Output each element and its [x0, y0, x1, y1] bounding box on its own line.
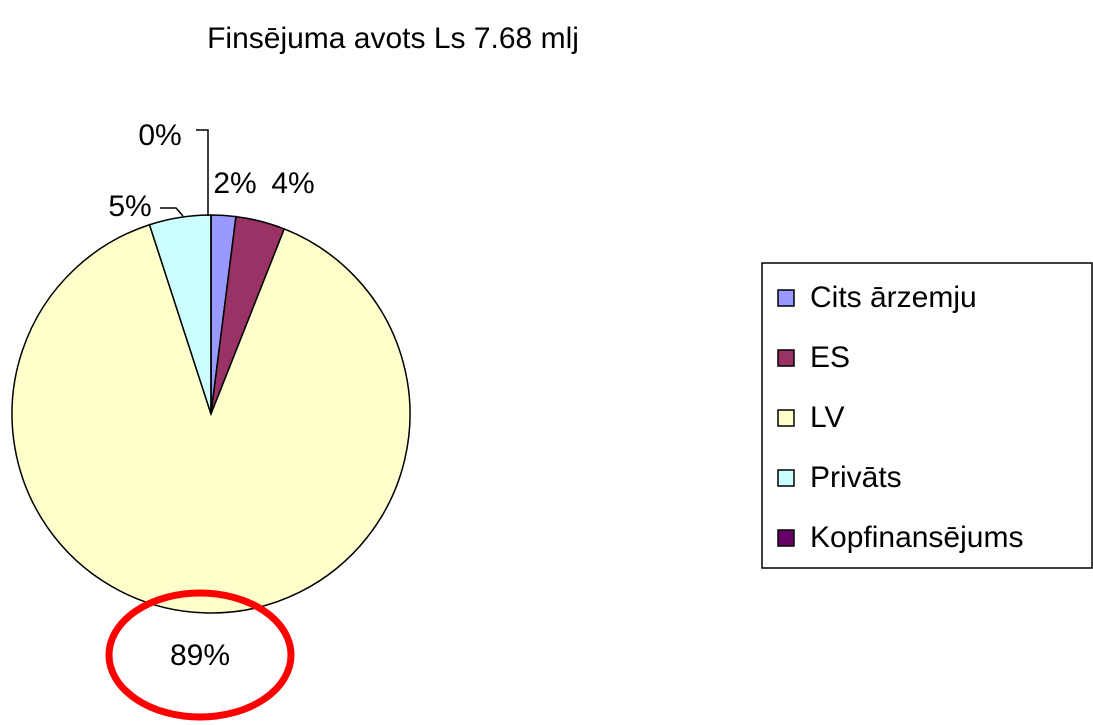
- legend-swatch: [777, 289, 795, 307]
- leader-line: [160, 207, 184, 217]
- legend-swatch: [777, 349, 795, 367]
- legend-swatch: [777, 529, 795, 547]
- leader-line: [196, 129, 209, 216]
- pie: [11, 214, 411, 614]
- data-label: 0%: [138, 119, 181, 152]
- legend-swatch: [777, 469, 795, 487]
- data-label: 4%: [271, 167, 314, 200]
- highlight-circle: [105, 589, 295, 721]
- pie-slice: [11, 223, 411, 614]
- data-label: 89%: [170, 639, 230, 672]
- legend-label: Kopfinansējums: [810, 521, 1023, 554]
- data-label: 2%: [213, 167, 256, 200]
- data-labels: 2% 4% 89% 5% 0%: [108, 119, 314, 672]
- legend-entries: Cits ārzemju ES LV Privāts Kopfinansējums: [777, 281, 1023, 554]
- legend: [761, 262, 1093, 569]
- chart-title: Finsējuma avots Ls 7.68 mlj: [207, 22, 579, 55]
- legend-label: Cits ārzemju: [810, 281, 977, 314]
- legend-label: Privāts: [810, 461, 902, 494]
- legend-swatch: [777, 409, 795, 427]
- legend-label: ES: [810, 341, 850, 374]
- legend-label: LV: [810, 401, 844, 434]
- data-label: 5%: [108, 190, 151, 223]
